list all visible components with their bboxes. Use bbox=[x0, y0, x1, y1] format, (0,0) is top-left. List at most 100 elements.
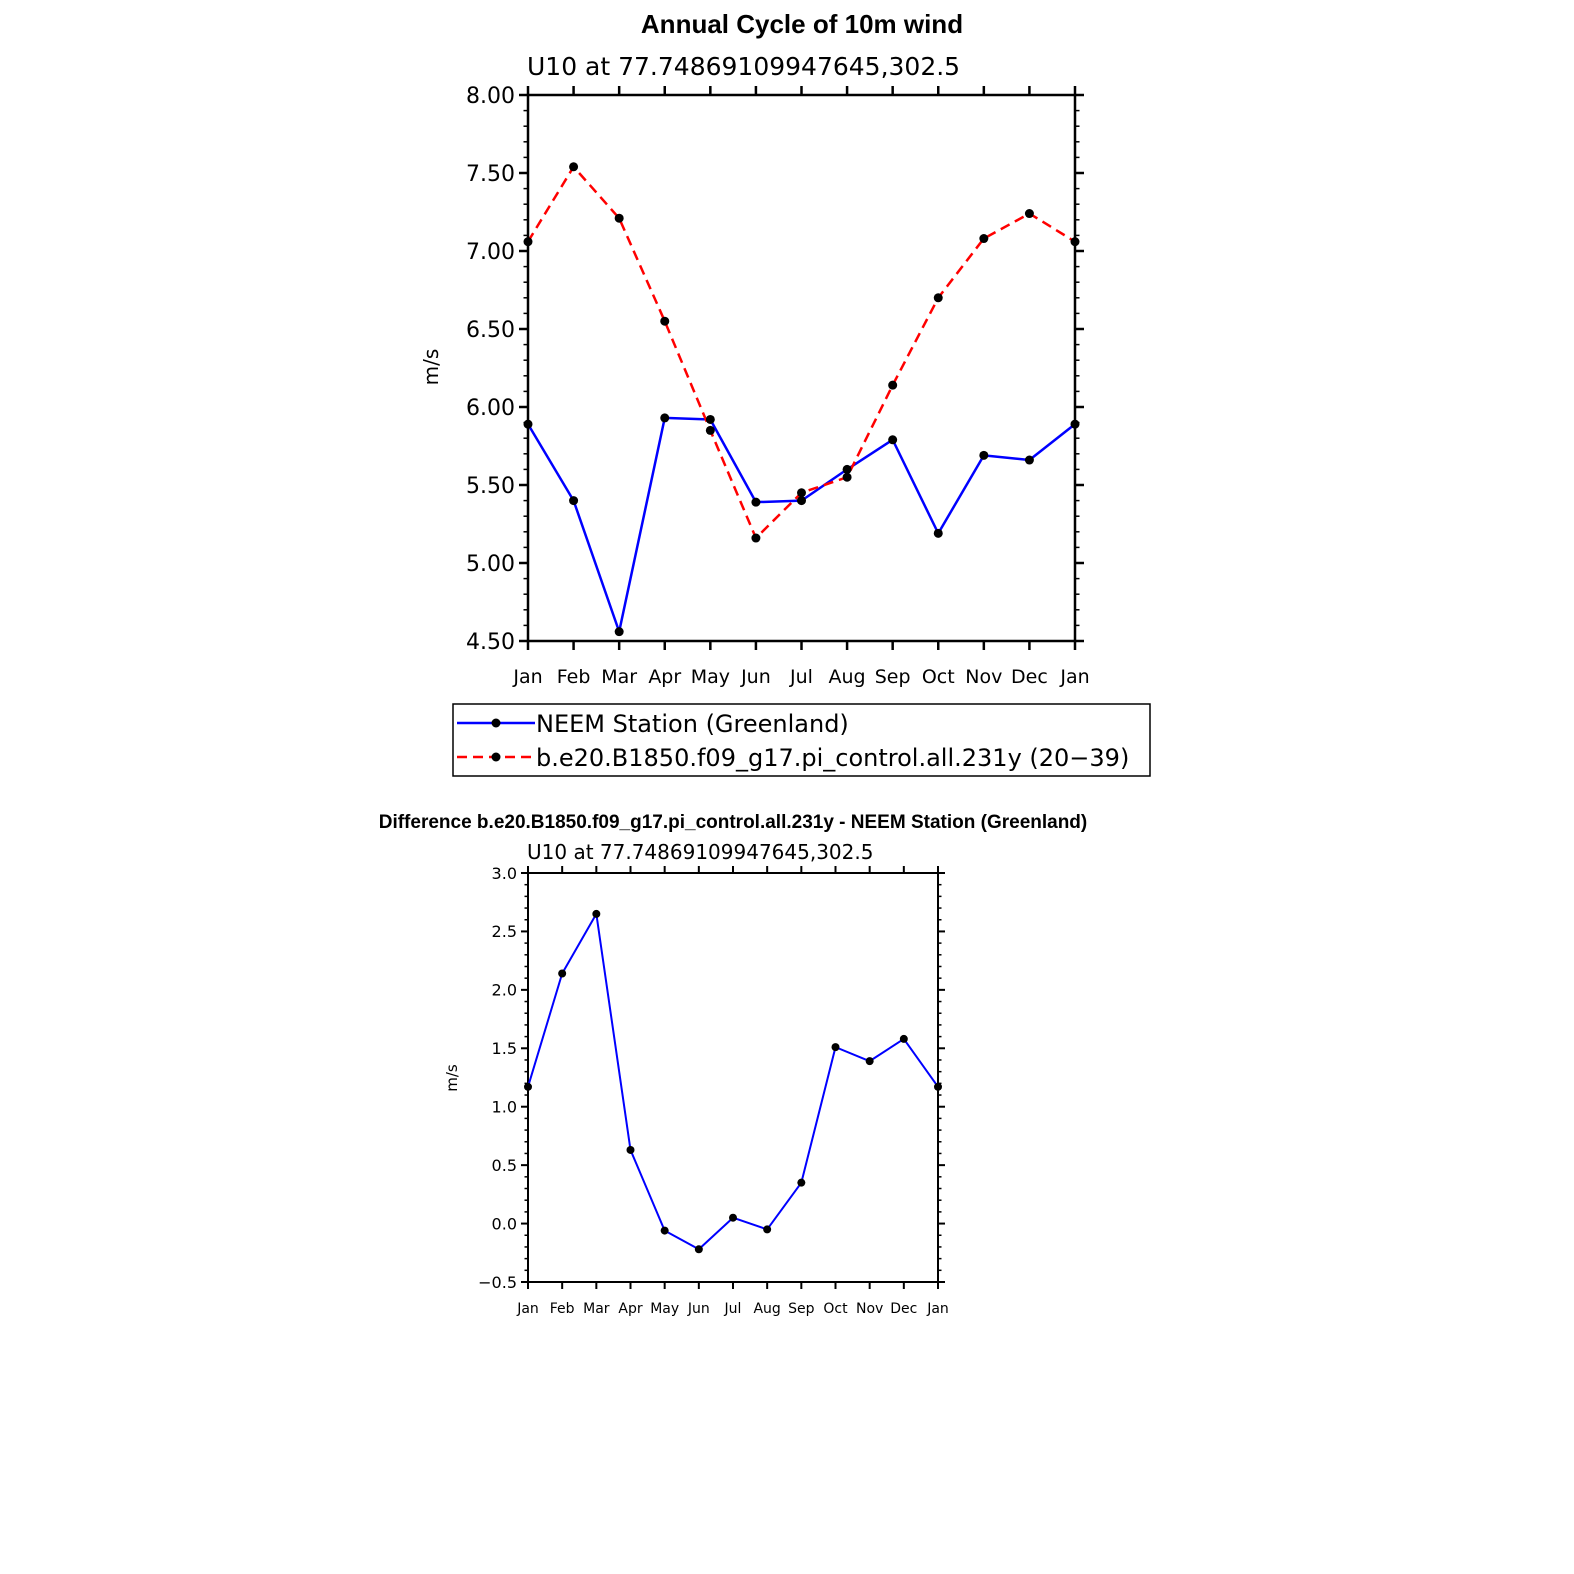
y-tick-label: 0.5 bbox=[492, 1156, 517, 1175]
x-tick-label: Jun bbox=[687, 1301, 710, 1317]
data-point-0 bbox=[558, 969, 567, 978]
data-point-0 bbox=[763, 1225, 772, 1234]
y-tick-label: 1.0 bbox=[492, 1097, 517, 1116]
chart-subtitle: U10 at 77.74869109947645,302.5 bbox=[527, 52, 960, 81]
data-point-1 bbox=[888, 380, 898, 390]
x-tick-label: Oct bbox=[922, 666, 955, 688]
y-tick-label: 6.00 bbox=[466, 396, 515, 421]
data-point-0 bbox=[592, 909, 601, 918]
data-point-0 bbox=[797, 496, 806, 506]
y-tick-label: 8.00 bbox=[466, 84, 515, 109]
data-point-0 bbox=[934, 1082, 942, 1091]
x-tick-label: Jan bbox=[516, 1301, 539, 1317]
data-point-1 bbox=[933, 293, 943, 303]
chart-subtitle: U10 at 77.74869109947645,302.5 bbox=[527, 840, 873, 864]
y-tick-label: 7.50 bbox=[466, 162, 515, 187]
data-point-0 bbox=[831, 1043, 840, 1052]
x-tick-label: Feb bbox=[550, 1301, 575, 1317]
data-point-0 bbox=[933, 528, 943, 538]
data-point-0 bbox=[888, 435, 898, 445]
x-tick-label: Mar bbox=[601, 666, 637, 688]
legend-label-model: b.e20.B1850.f09_g17.pi_control.all.231y … bbox=[536, 744, 1129, 772]
data-point-1 bbox=[705, 425, 715, 435]
legend: NEEM Station (Greenland) b.e20.B1850.f09… bbox=[452, 703, 1151, 777]
x-tick-label: Aug bbox=[753, 1301, 780, 1317]
data-point-0 bbox=[660, 413, 670, 423]
x-tick-label: Jan bbox=[1059, 666, 1089, 688]
x-tick-label: Nov bbox=[856, 1301, 883, 1317]
y-tick-label: 5.00 bbox=[466, 552, 515, 577]
data-point-0 bbox=[524, 1082, 532, 1091]
series-line-1 bbox=[526, 165, 1076, 540]
y-tick-label: 3.0 bbox=[492, 864, 517, 883]
data-point-1 bbox=[1070, 237, 1080, 247]
plot-area: Jan Feb Mar Apr May Jun Jul Aug Sep Oct Nov Dec Jan 4… bbox=[466, 84, 1090, 688]
data-point-0 bbox=[705, 414, 715, 424]
data-point-0 bbox=[842, 464, 852, 474]
data-point-1 bbox=[569, 162, 579, 172]
data-point-0 bbox=[569, 496, 579, 506]
data-point-1 bbox=[1024, 209, 1034, 219]
annual-cycle-chart: Annual Cycle of 10m wind U10 at 77.74869… bbox=[419, 9, 1151, 777]
data-point-1 bbox=[979, 234, 989, 244]
y-tick-label: 0.0 bbox=[492, 1214, 517, 1233]
y-tick-label: 7.00 bbox=[466, 240, 515, 265]
y-tick-label: −0.5 bbox=[478, 1273, 517, 1292]
data-point-0 bbox=[626, 1145, 635, 1154]
data-point-0 bbox=[729, 1213, 737, 1222]
plot-area: Jan Feb Mar Apr May Jun Jul Aug Sep Oct Nov Dec Jan −… bbox=[478, 864, 949, 1317]
y-tick-label: 2.5 bbox=[492, 922, 517, 941]
legend-marker-neem bbox=[491, 718, 501, 728]
x-tick-label: Sep bbox=[875, 666, 911, 688]
data-point-0 bbox=[523, 419, 533, 429]
data-point-0 bbox=[979, 450, 989, 460]
x-tick-label: May bbox=[691, 666, 730, 688]
data-point-0 bbox=[694, 1245, 703, 1254]
legend-box bbox=[452, 703, 1151, 777]
y-tick-label: 2.0 bbox=[492, 981, 517, 1000]
x-tick-label: Jun bbox=[740, 666, 771, 688]
data-point-0 bbox=[751, 497, 761, 507]
y-tick-label: 1.5 bbox=[492, 1039, 517, 1058]
y-axis-label: m/s bbox=[419, 349, 443, 386]
legend-label-neem: NEEM Station (Greenland) bbox=[536, 710, 849, 738]
data-point-1 bbox=[751, 533, 761, 543]
y-tick-label: 4.50 bbox=[466, 630, 515, 655]
x-tick-label: Jan bbox=[512, 666, 542, 688]
x-tick-label: Jan bbox=[926, 1301, 949, 1317]
data-point-1 bbox=[523, 237, 533, 247]
x-tick-label: Oct bbox=[823, 1301, 848, 1317]
x-tick-label: Apr bbox=[618, 1301, 642, 1317]
data-point-0 bbox=[614, 627, 624, 637]
x-tick-label: Nov bbox=[965, 666, 1002, 688]
data-point-0 bbox=[1024, 455, 1034, 465]
data-point-0 bbox=[797, 1178, 806, 1187]
y-tick-label: 5.50 bbox=[466, 474, 515, 499]
data-point-0 bbox=[865, 1057, 874, 1066]
y-tick-label: 6.50 bbox=[466, 318, 515, 343]
y-axis-label: m/s bbox=[443, 1064, 461, 1092]
x-tick-label: Sep bbox=[788, 1301, 815, 1317]
data-point-1 bbox=[660, 316, 670, 326]
plot-frame bbox=[526, 93, 1077, 643]
difference-chart: Difference b.e20.B1850.f09_g17.pi_contro… bbox=[379, 812, 1088, 1317]
x-tick-label: Aug bbox=[829, 666, 866, 688]
data-point-1 bbox=[797, 488, 806, 498]
x-tick-label: Dec bbox=[890, 1301, 917, 1317]
data-point-0 bbox=[899, 1034, 908, 1043]
data-point-1 bbox=[614, 213, 624, 223]
data-point-1 bbox=[842, 472, 852, 482]
data-point-0 bbox=[1070, 419, 1080, 429]
x-tick-label: Apr bbox=[648, 666, 681, 688]
series-line-0 bbox=[527, 912, 939, 1251]
chart-title: Annual Cycle of 10m wind bbox=[641, 9, 963, 39]
x-tick-label: Jul bbox=[724, 1301, 742, 1317]
x-tick-label: May bbox=[650, 1301, 679, 1317]
series-line-0 bbox=[526, 416, 1076, 633]
data-point-0 bbox=[660, 1226, 669, 1235]
x-tick-label: Jul bbox=[789, 666, 813, 688]
x-tick-label: Dec bbox=[1011, 666, 1048, 688]
x-tick-label: Feb bbox=[557, 666, 591, 688]
chart-title: Difference b.e20.B1850.f09_g17.pi_contro… bbox=[379, 812, 1088, 833]
